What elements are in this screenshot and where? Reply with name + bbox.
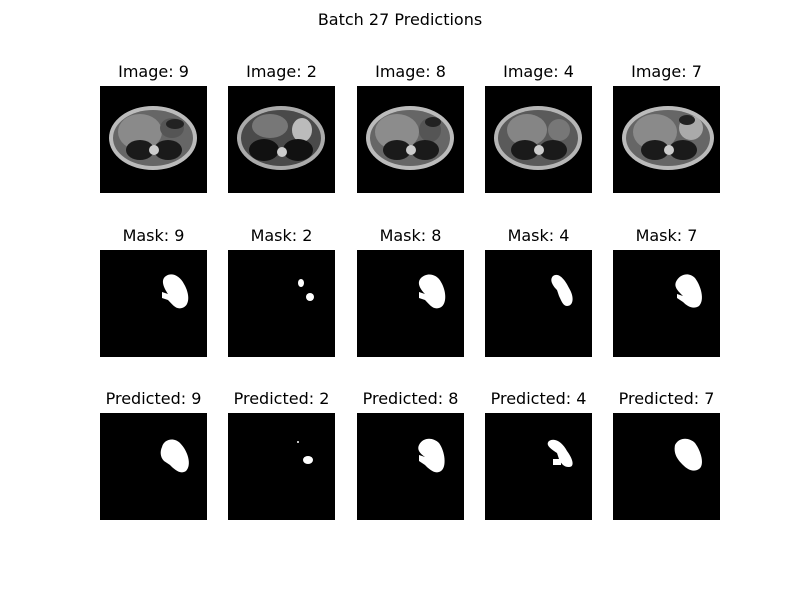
panel-label: Image: 9 [118,62,189,81]
predicted-mask-image [100,413,207,520]
panel-label: Image: 4 [503,62,574,81]
panel-label: Predicted: 7 [618,389,715,408]
panel-label: Mask: 2 [250,226,313,245]
mask-image [100,250,207,357]
mask-image [357,250,464,357]
predicted-mask-image [485,413,592,520]
mask-image [485,250,592,357]
panel-label: Predicted: 2 [233,389,330,408]
mri-image [613,86,720,193]
mri-image [100,86,207,193]
predicted-mask-image [357,413,464,520]
panel-label: Image: 8 [375,62,446,81]
predicted-mask-image [613,413,720,520]
panel-label: Predicted: 4 [490,389,587,408]
figure-title: Batch 27 Predictions [317,10,483,29]
mask-image [228,250,335,357]
panel-label: Mask: 8 [379,226,442,245]
panel-label: Mask: 4 [507,226,570,245]
panel-label: Predicted: 8 [362,389,459,408]
panel-label: Mask: 9 [122,226,185,245]
panel-label: Mask: 7 [635,226,698,245]
panel-label: Predicted: 9 [105,389,202,408]
panel-label: Image: 2 [246,62,317,81]
panel-label: Image: 7 [631,62,702,81]
mri-image [228,86,335,193]
mri-image [357,86,464,193]
predicted-mask-image [228,413,335,520]
mri-image [485,86,592,193]
mask-image [613,250,720,357]
